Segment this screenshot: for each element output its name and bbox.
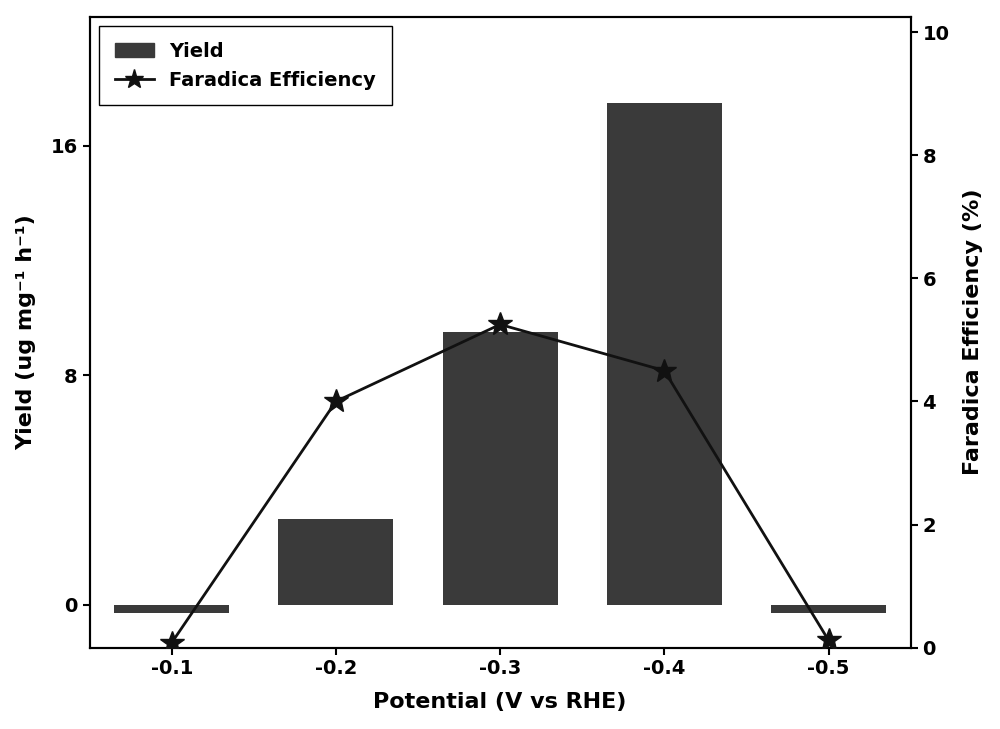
Bar [607, 103, 722, 604]
Bar [114, 604, 229, 613]
Bar [443, 332, 558, 604]
Y-axis label: Faradica Efficiency (%): Faradica Efficiency (%) [963, 189, 983, 475]
Legend: Yield, Faradica Efficiency: Yield, Faradica Efficiency [99, 26, 392, 105]
Bar [278, 518, 393, 604]
X-axis label: Potential (V vs RHE): Potential (V vs RHE) [373, 693, 627, 712]
Bar [771, 604, 886, 613]
Y-axis label: Yield (ug mg⁻¹ h⁻¹): Yield (ug mg⁻¹ h⁻¹) [17, 214, 37, 450]
